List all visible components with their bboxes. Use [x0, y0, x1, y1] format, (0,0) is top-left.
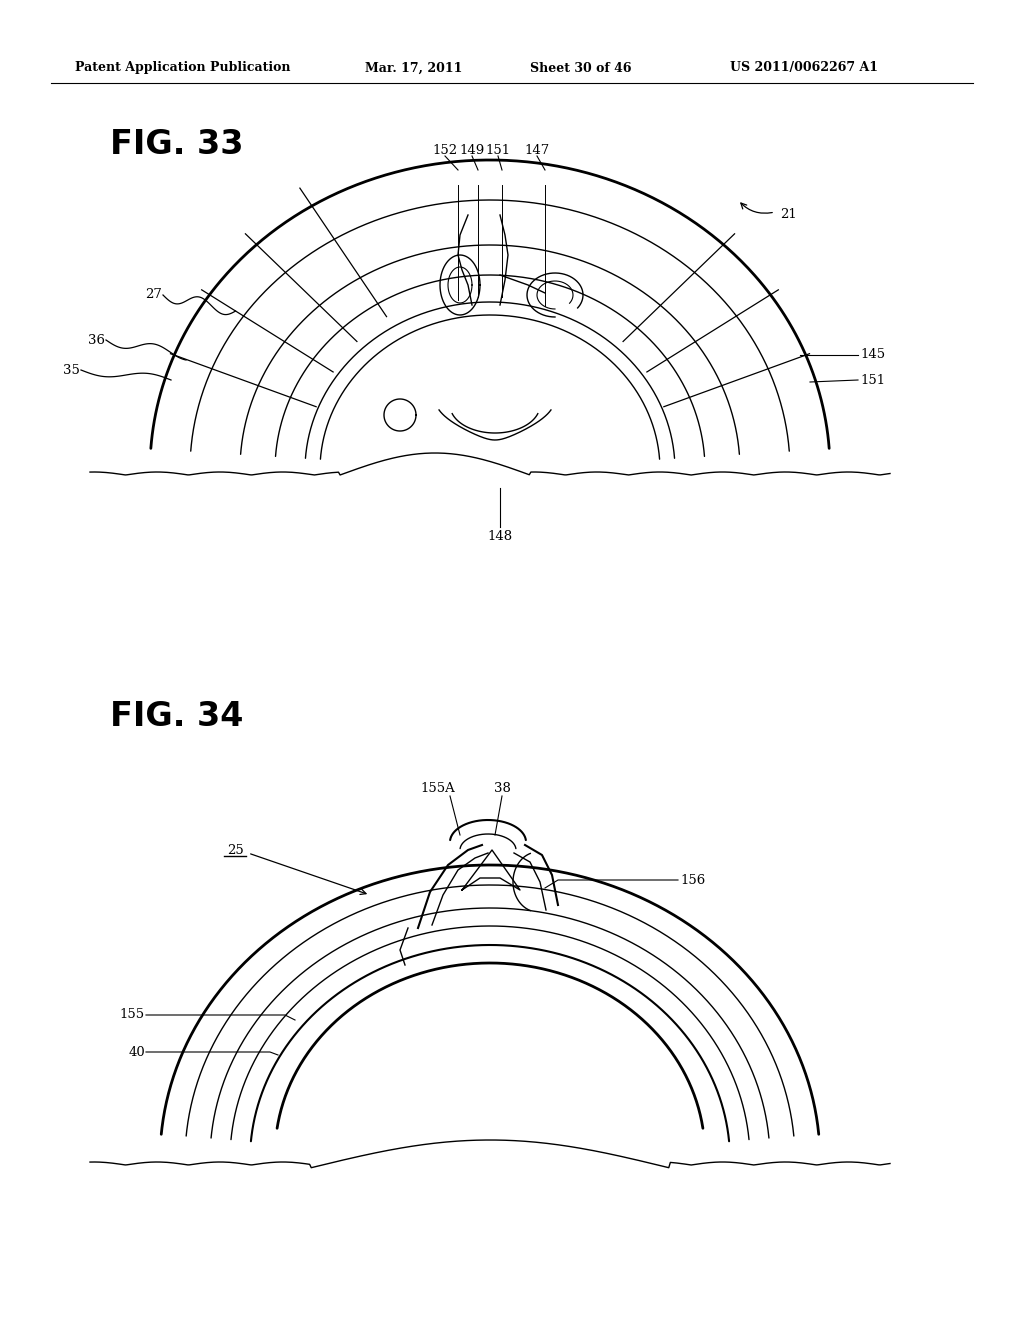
Text: 25: 25	[226, 843, 244, 857]
Text: Sheet 30 of 46: Sheet 30 of 46	[530, 62, 632, 74]
Text: Mar. 17, 2011: Mar. 17, 2011	[365, 62, 463, 74]
Text: 40: 40	[128, 1045, 145, 1059]
Text: 151: 151	[860, 374, 885, 387]
Text: 147: 147	[524, 144, 550, 157]
Text: 155: 155	[120, 1008, 145, 1022]
Text: 151: 151	[485, 144, 511, 157]
Text: Patent Application Publication: Patent Application Publication	[75, 62, 291, 74]
Text: FIG. 34: FIG. 34	[110, 700, 244, 733]
Text: 152: 152	[432, 144, 458, 157]
Text: 145: 145	[860, 348, 885, 362]
Text: 21: 21	[780, 209, 797, 222]
Text: 149: 149	[460, 144, 484, 157]
Text: FIG. 33: FIG. 33	[110, 128, 244, 161]
Text: 148: 148	[487, 531, 513, 543]
Text: 38: 38	[494, 781, 510, 795]
Text: 36: 36	[88, 334, 105, 346]
Text: 156: 156	[680, 874, 706, 887]
Text: 155A: 155A	[421, 781, 456, 795]
Text: US 2011/0062267 A1: US 2011/0062267 A1	[730, 62, 878, 74]
Text: 27: 27	[145, 289, 162, 301]
Text: 35: 35	[63, 363, 80, 376]
